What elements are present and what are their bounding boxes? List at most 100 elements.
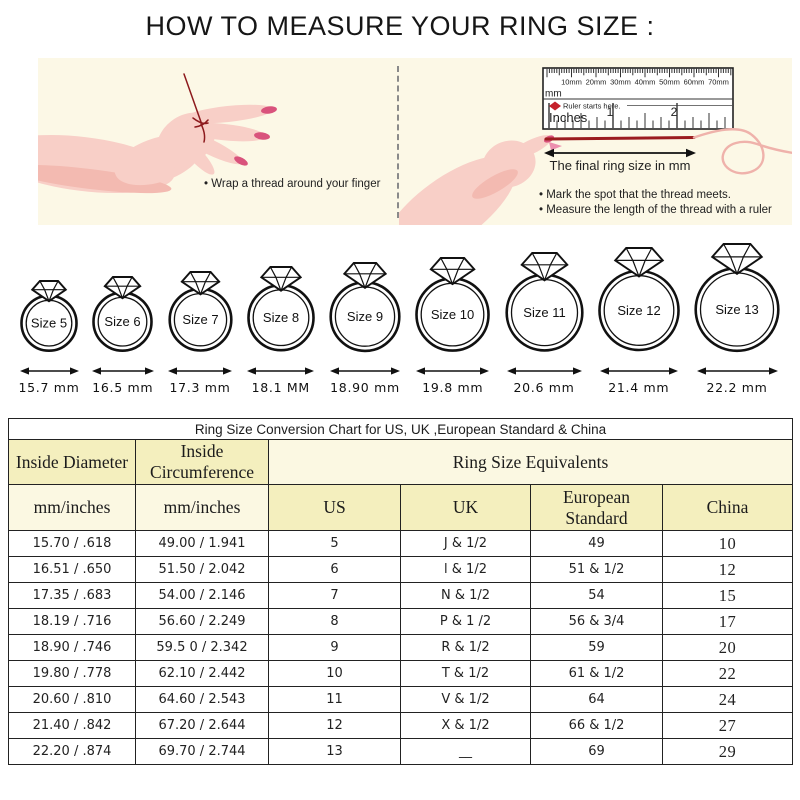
measure-arrow xyxy=(330,367,400,375)
ruler-inch-number: 2 xyxy=(671,105,678,119)
table-cell: 22.20 / .874 xyxy=(8,738,136,765)
table-header-row-1: Inside Diameter Inside Circumference Rin… xyxy=(8,439,793,485)
subheader-mm-inches-circumference: mm/inches xyxy=(135,484,269,531)
final-size-label: The final ring size in mm xyxy=(550,158,691,173)
ring-diameter-label: 20.6 mm xyxy=(513,380,575,395)
ruler-mm-unit: mm xyxy=(545,89,562,100)
table-row: 22.20 / .874 69.70 / 2.744 13 __ 69 29 xyxy=(8,738,793,765)
ruler-hand-illustration: 10mm 20mm 30mm 40mm 50mm 60mm 70mm mm Ru… xyxy=(399,67,792,225)
ring-icon: Size 8 xyxy=(246,266,315,352)
thread-mark-triangle xyxy=(549,142,562,151)
table-row: 15.70 / .618 49.00 / 1.941 5 J & 1/2 49 10 xyxy=(8,530,793,557)
table-cell: 20 xyxy=(662,634,793,661)
table-cell: 66 & 1/2 xyxy=(530,712,663,739)
table-header-row-2: mm/inches mm/inches US UK European Stand… xyxy=(8,484,793,531)
table-cell: 20.60 / .810 xyxy=(8,686,136,713)
ring-size-item: Size 11 20.6 mm xyxy=(500,251,589,395)
subheader-mm-inches-diameter: mm/inches xyxy=(8,484,136,531)
table-cell: 29 xyxy=(662,738,793,765)
table-row: 17.35 / .683 54.00 / 2.146 7 N & 1/2 54 15 xyxy=(8,582,793,609)
table-cell: 27 xyxy=(662,712,793,739)
instruction-measure-length: • Measure the length of the thread with … xyxy=(539,204,772,216)
ring-icon: Size 6 xyxy=(92,276,154,353)
ruler-mm-label: 40mm xyxy=(635,78,656,87)
ring-size-item: Size 12 21.4 mm xyxy=(593,246,685,395)
ring-size-label: Size 8 xyxy=(263,310,299,325)
table-cell: 15.70 / .618 xyxy=(8,530,136,557)
hand-thread-illustration xyxy=(38,73,277,194)
header-china: China xyxy=(662,484,793,531)
table-row: 18.19 / .716 56.60 / 2.249 8 P & 1 /2 56 & 3… xyxy=(8,608,793,635)
table-cell: 61 & 1/2 xyxy=(530,660,663,687)
table-cell: T & 1/2 xyxy=(400,660,531,687)
table-cell: P & 1 /2 xyxy=(400,608,531,635)
table-cell: X & 1/2 xyxy=(400,712,531,739)
table-cell: 11 xyxy=(268,686,401,713)
ruler-mm-label: 50mm xyxy=(659,78,680,87)
measure-arrow xyxy=(506,367,582,375)
table-cell: 54.00 / 2.146 xyxy=(135,582,269,609)
table-cell: 49 xyxy=(530,530,663,557)
table-cell: 18.90 / .746 xyxy=(8,634,136,661)
measure-arrow xyxy=(91,367,154,375)
header-ring-size-equivalents: Ring Size Equivalents xyxy=(268,439,793,485)
table-cell: R & 1/2 xyxy=(400,634,531,661)
table-cell: 8 xyxy=(268,608,401,635)
table-cell: 7 xyxy=(268,582,401,609)
header-european-standard: European Standard xyxy=(530,484,663,531)
table-cell: 62.10 / 2.442 xyxy=(135,660,269,687)
table-cell: J & 1/2 xyxy=(400,530,531,557)
table-cell: 51.50 / 2.042 xyxy=(135,556,269,583)
table-cell: 24 xyxy=(662,686,793,713)
header-inside-circumference: Inside Circumference xyxy=(135,439,269,485)
ring-size-label: Size 6 xyxy=(105,314,141,329)
ring-size-item: Size 8 18.1 MM xyxy=(242,265,320,395)
panel-wrap-thread: • Wrap a thread around your finger xyxy=(38,58,397,225)
table-cell: 10 xyxy=(268,660,401,687)
table-cell: 9 xyxy=(268,634,401,661)
ring-size-item: Size 10 19.8 mm xyxy=(410,256,495,395)
table-cell: 22 xyxy=(662,660,793,687)
table-cell: 67.20 / 2.644 xyxy=(135,712,269,739)
ring-diameter-label: 17.3 mm xyxy=(169,380,231,395)
header-us: US xyxy=(268,484,401,531)
ring-size-label: Size 12 xyxy=(617,303,660,318)
table-cell: 21.40 / .842 xyxy=(8,712,136,739)
ring-diameter-label: 18.1 MM xyxy=(251,380,310,395)
ring-icon: Size 13 xyxy=(694,243,780,353)
thread-line xyxy=(544,136,696,141)
ring-size-label: Size 7 xyxy=(182,312,218,327)
table-cell: V & 1/2 xyxy=(400,686,531,713)
table-cell: __ xyxy=(400,738,531,765)
conversion-table: Ring Size Conversion Chart for US, UK ,E… xyxy=(8,418,793,765)
ring-icon: Size 11 xyxy=(504,252,584,352)
measure-arrow xyxy=(599,367,678,375)
ring-diameter-label: 19.8 mm xyxy=(422,380,484,395)
ring-diameter-label: 16.5 mm xyxy=(92,380,154,395)
table-row: 20.60 / .810 64.60 / 2.543 11 V & 1/2 64 24 xyxy=(8,686,793,713)
how-to-panels: • Wrap a thread around your finger 10mm … xyxy=(38,58,792,225)
table-row: 18.90 / .746 59.5 0 / 2.342 9 R & 1/2 59 20 xyxy=(8,634,793,661)
ring-size-item: Size 6 16.5 mm xyxy=(87,275,158,395)
table-row: 19.80 / .778 62.10 / 2.442 10 T & 1/2 61 & 1… xyxy=(8,660,793,687)
table-title-row: Ring Size Conversion Chart for US, UK ,E… xyxy=(8,418,793,440)
ruler-inches-label: Inches xyxy=(549,110,588,125)
table-cell: 10 xyxy=(662,530,793,557)
measure-arrow xyxy=(416,367,490,375)
table-cell: 56 & 3/4 xyxy=(530,608,663,635)
measure-arrow xyxy=(19,367,79,375)
ring-size-item: Size 7 17.3 mm xyxy=(163,270,238,395)
table-title: Ring Size Conversion Chart for US, UK ,E… xyxy=(8,418,793,440)
ring-size-label: Size 5 xyxy=(31,316,67,331)
instruction-mark-spot: • Mark the spot that the thread meets. xyxy=(539,189,731,201)
table-cell: 17.35 / .683 xyxy=(8,582,136,609)
measure-arrow xyxy=(696,367,778,375)
ruler-mm-label: 70mm xyxy=(708,78,729,87)
ring-diameter-label: 22.2 mm xyxy=(706,380,768,395)
ring-size-label: Size 9 xyxy=(347,309,383,324)
ring-icon: Size 12 xyxy=(597,247,680,352)
ruler-start-marker xyxy=(549,101,561,111)
panel-measure-ruler: 10mm 20mm 30mm 40mm 50mm 60mm 70mm mm Ru… xyxy=(399,58,792,225)
ring-size-item: Size 9 18.90 mm xyxy=(324,261,406,395)
ring-size-item: Size 13 22.2 mm xyxy=(689,242,785,395)
